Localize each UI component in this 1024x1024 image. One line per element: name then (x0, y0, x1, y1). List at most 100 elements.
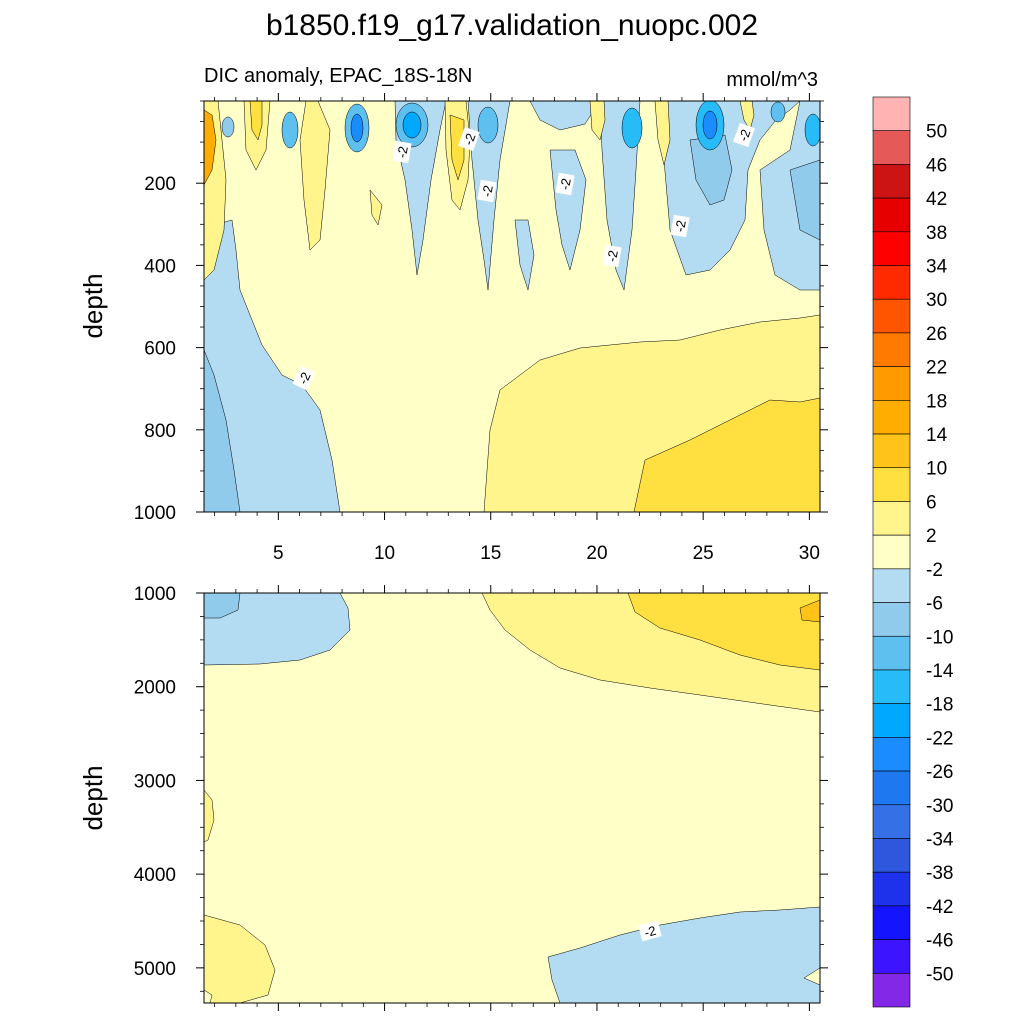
colorbar-label: -42 (926, 897, 953, 918)
surface-positive-blob (654, 101, 671, 166)
upper-xticks: 5 10 15 20 25 30 (214, 93, 820, 564)
contour-label: -2 (392, 140, 412, 164)
x-tick-label: 25 (693, 543, 714, 564)
y-tick-label: 5000 (134, 959, 176, 980)
colorbar-label: 42 (926, 189, 947, 210)
contour-label: -2 (602, 244, 622, 268)
contour-label-bg (555, 172, 575, 196)
contour-label-bg (292, 365, 316, 391)
colorbar-label: -2 (926, 560, 943, 581)
surface-core (804, 113, 820, 147)
contour-label-text: -2 (479, 184, 496, 198)
lower-corner-region (803, 967, 820, 986)
chart-subtitle: DIC anomaly, EPAC_18S-18N (204, 65, 472, 87)
x-tick-label: 10 (374, 543, 395, 564)
colorbar-label: 14 (926, 425, 948, 446)
contour-label-bg (458, 126, 480, 152)
contour-label-bg (477, 179, 497, 203)
colorbar-label: -46 (926, 931, 953, 952)
surface-core (770, 101, 786, 123)
contour-label-text: -2 (672, 219, 689, 233)
lower-bottom-yellow-region (204, 914, 276, 1003)
y-tick-label: 600 (144, 339, 176, 360)
colorbar-label: 50 (926, 122, 947, 143)
upper-darkblue-blob (689, 134, 733, 206)
colorbar-label: -34 (926, 829, 954, 850)
surface-positive-blob (449, 114, 465, 181)
colorbar-swatch (872, 770, 911, 806)
x-tick-label: 30 (799, 543, 820, 564)
contour-label-text: -2 (295, 370, 313, 387)
surface-core (477, 106, 499, 144)
upper-panel-fill (204, 101, 820, 512)
colorbar-label: 46 (926, 155, 947, 176)
colorbar-label: -38 (926, 863, 953, 884)
colorbar-swatch (872, 332, 911, 367)
lower-panel: -2 1000 2000 3000 4000 5000 depth (78, 584, 828, 1011)
contour-label-bg (733, 122, 755, 148)
upper-right-gold-region (633, 397, 820, 512)
colorbar-swatch (872, 197, 911, 233)
colorbar-label: -22 (926, 728, 953, 749)
y-tick-label: 4000 (134, 865, 176, 886)
surface-positive-blob (739, 101, 755, 131)
contour-label-bg (602, 244, 622, 268)
contour-label-text: -2 (643, 923, 658, 940)
colorbar-swatch (872, 703, 911, 738)
colorbar-swatch (872, 838, 911, 873)
lower-blue-region (204, 593, 351, 666)
contour-label-text: -2 (460, 131, 478, 147)
lower-y-axis-label: depth (78, 765, 108, 830)
y-tick-label: 2000 (134, 678, 176, 699)
colorbar-swatch (872, 871, 911, 907)
colorbar-swatch (872, 905, 911, 940)
contour-label-text: -2 (557, 177, 574, 191)
contour-label: -2 (458, 126, 480, 152)
upper-blue-blob (529, 101, 601, 131)
surface-positive-blob (589, 101, 606, 141)
y-tick-label: 3000 (134, 771, 176, 792)
colorbar-label: 6 (926, 492, 937, 513)
contour-label: -2 (292, 365, 316, 391)
upper-yticks: 200 400 600 800 1000 (134, 100, 828, 524)
units-label: mmol/m^3 (726, 69, 818, 91)
chart-title: b1850.f19_g17.validation_nuopc.002 (266, 9, 758, 42)
contour-label-text: -2 (735, 127, 753, 143)
x-tick-label: 5 (273, 543, 284, 564)
colorbar-swatch (872, 231, 911, 266)
colorbar-swatch (872, 130, 911, 165)
y-tick-label: 1000 (134, 503, 176, 524)
upper-contour-labels: -2 -2 -2 -2 -2 -2 -2 -2 (292, 122, 755, 391)
colorbar-swatch (872, 939, 911, 974)
colorbar-swatch (872, 366, 911, 401)
lower-corner-region (204, 989, 213, 1003)
x-tick-label: 15 (480, 543, 501, 564)
colorbar-swatch (872, 602, 911, 637)
upper-left-darkblue-region (204, 349, 241, 512)
contour-label-bg (392, 140, 412, 164)
colorbar-label: 2 (926, 526, 937, 547)
colorbar-swatch (872, 467, 911, 502)
colorbar-swatch (872, 737, 911, 772)
upper-panel: -2 -2 -2 -2 -2 -2 -2 -2 200 400 600 800 1000 5 10 15 2… (78, 93, 828, 564)
surface-core (402, 111, 422, 139)
upper-y-axis-label: depth (78, 273, 108, 338)
surface-positive-blob (369, 189, 383, 226)
lower-xticks (214, 585, 810, 1011)
colorbar-swatch (872, 501, 911, 536)
surface-core (621, 107, 643, 149)
colorbar-swatch (872, 635, 911, 671)
colorbar-swatch (872, 669, 911, 704)
contour-label: -2 (638, 920, 662, 942)
upper-darkblue-blob (789, 159, 820, 241)
upper-blue-blob (514, 219, 535, 291)
upper-left-blue-region (204, 219, 341, 512)
x-tick-label: 20 (586, 543, 607, 564)
colorbar-swatch (872, 568, 911, 603)
colorbar-label: -30 (926, 796, 953, 817)
surface-positive-blob (249, 101, 263, 141)
colorbar-label: -50 (926, 964, 953, 985)
lower-gold-region (627, 593, 820, 671)
colorbar-label: -26 (926, 762, 953, 783)
